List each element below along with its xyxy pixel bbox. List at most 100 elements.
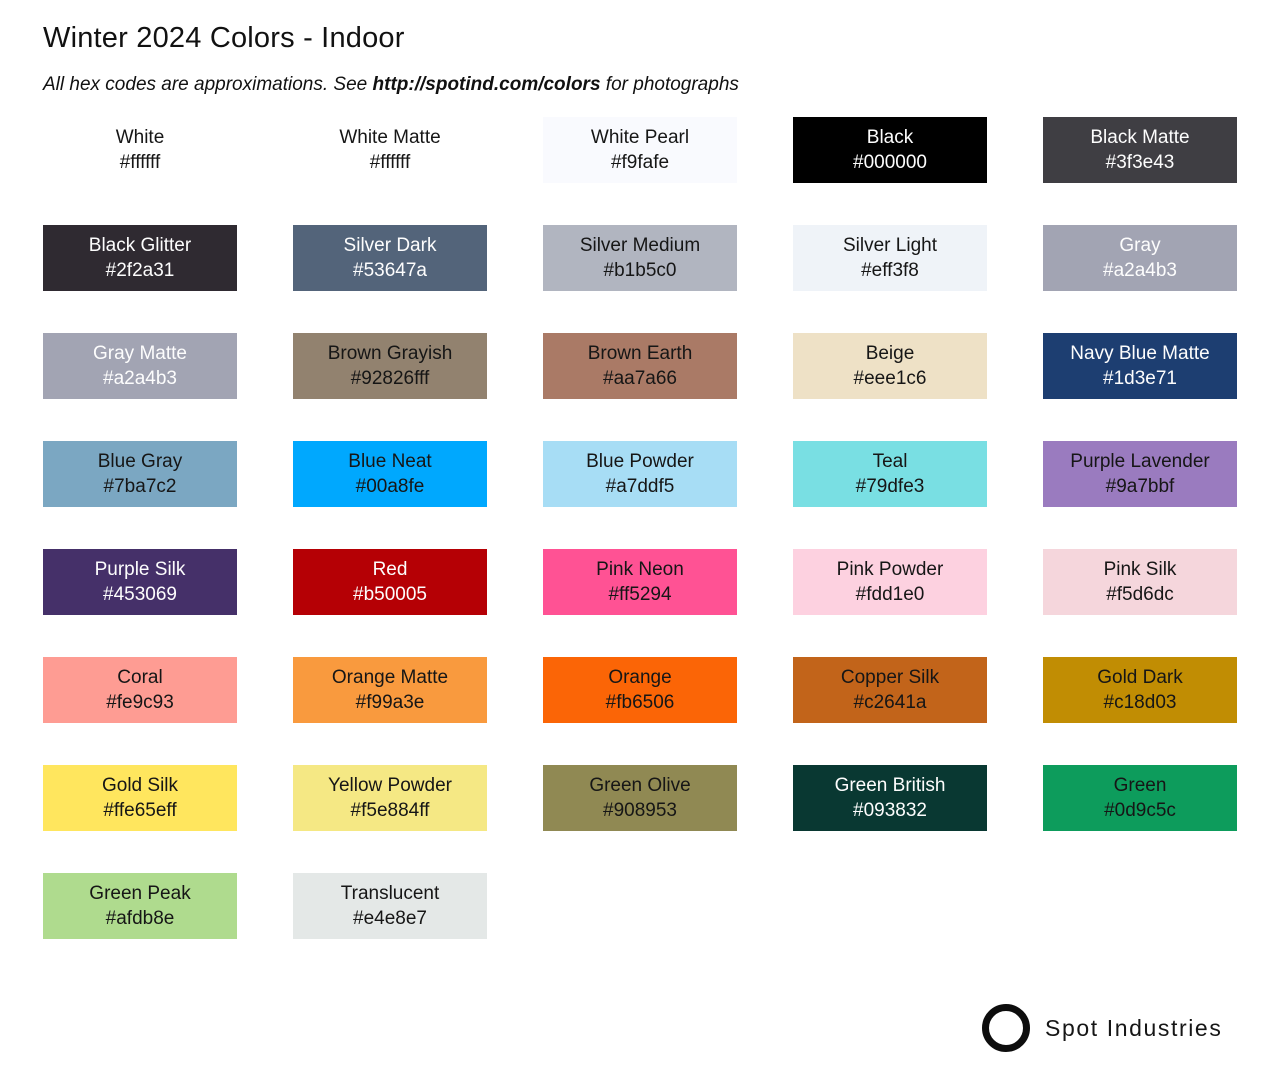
color-swatch: Purple Silk #453069 xyxy=(43,549,237,615)
swatch-name: Silver Dark xyxy=(343,235,437,256)
swatch-hex: #7ba7c2 xyxy=(103,476,177,497)
swatch-hex: #c18d03 xyxy=(1103,692,1177,713)
swatch-hex: #ffe65eff xyxy=(103,800,177,821)
color-swatch: Coral #fe9c93 xyxy=(43,657,237,723)
swatch-hex: #c2641a xyxy=(853,692,927,713)
swatch-hex: #b50005 xyxy=(353,584,427,605)
swatch-hex: #b1b5c0 xyxy=(603,260,677,281)
color-swatch: White #ffffff xyxy=(43,117,237,183)
swatch-name: Green xyxy=(1113,775,1167,796)
swatch-name: Silver Medium xyxy=(579,235,701,256)
color-swatch: Brown Earth #aa7a66 xyxy=(543,333,737,399)
color-swatch: Silver Dark #53647a xyxy=(293,225,487,291)
swatch-hex: #ff5294 xyxy=(608,584,672,605)
color-swatch: Orange Matte #f99a3e xyxy=(293,657,487,723)
swatch-hex: #92826fff xyxy=(350,368,430,389)
color-swatch: Translucent #e4e8e7 xyxy=(293,873,487,939)
swatch-name: Blue Powder xyxy=(586,451,694,472)
swatch-hex: #453069 xyxy=(103,584,177,605)
swatch-hex: #ffffff xyxy=(369,152,411,173)
swatch-hex: #3f3e43 xyxy=(1105,152,1175,173)
brand-footer: Spot Industries xyxy=(982,1004,1222,1052)
subtitle-url: http://spotind.com/colors xyxy=(372,74,601,95)
color-swatch: Black Matte #3f3e43 xyxy=(1043,117,1237,183)
swatch-hex: #fb6506 xyxy=(605,692,675,713)
swatch-hex: #a2a4b3 xyxy=(103,368,177,389)
color-swatch: Gold Dark #c18d03 xyxy=(1043,657,1237,723)
swatch-name: Coral xyxy=(117,667,163,688)
color-swatch: Green #0d9c5c xyxy=(1043,765,1237,831)
swatch-hex: #afdb8e xyxy=(105,908,175,929)
swatch-hex: #79dfe3 xyxy=(855,476,925,497)
swatch-name: Translucent xyxy=(340,883,440,904)
swatch-name: Orange Matte xyxy=(331,667,449,688)
swatch-name: Pink Neon xyxy=(596,559,684,580)
swatch-name: Green Olive xyxy=(589,775,691,796)
swatch-name: Blue Gray xyxy=(97,451,183,472)
swatch-grid: White #ffffff White Matte #ffffff White … xyxy=(43,117,1237,939)
color-swatch: Gold Silk #ffe65eff xyxy=(43,765,237,831)
swatch-name: Teal xyxy=(872,451,908,472)
color-swatch: Silver Light #eff3f8 xyxy=(793,225,987,291)
swatch-hex: #fdd1e0 xyxy=(855,584,925,605)
swatch-name: Copper Silk xyxy=(840,667,940,688)
swatch-hex: #1d3e71 xyxy=(1103,368,1177,389)
swatch-hex: #2f2a31 xyxy=(105,260,175,281)
color-swatch: Beige #eee1c6 xyxy=(793,333,987,399)
color-swatch: Blue Powder #a7ddf5 xyxy=(543,441,737,507)
swatch-name: Green British xyxy=(834,775,946,796)
color-sheet: Winter 2024 Colors - Indoor All hex code… xyxy=(43,22,1237,939)
color-swatch: Silver Medium #b1b5c0 xyxy=(543,225,737,291)
color-swatch: Copper Silk #c2641a xyxy=(793,657,987,723)
swatch-name: Navy Blue Matte xyxy=(1070,343,1210,364)
color-swatch: White Pearl #f9fafe xyxy=(543,117,737,183)
swatch-name: Pink Powder xyxy=(836,559,944,580)
color-swatch: Blue Neat #00a8fe xyxy=(293,441,487,507)
swatch-name: Gray xyxy=(1119,235,1161,256)
swatch-name: Blue Neat xyxy=(348,451,432,472)
swatch-name: Black Matte xyxy=(1090,127,1190,148)
swatch-hex: #aa7a66 xyxy=(603,368,677,389)
swatch-name: Gray Matte xyxy=(93,343,187,364)
color-swatch: White Matte #ffffff xyxy=(293,117,487,183)
swatch-name: Gold Dark xyxy=(1097,667,1183,688)
swatch-name: Black xyxy=(866,127,914,148)
color-swatch: Purple Lavender #9a7bbf xyxy=(1043,441,1237,507)
color-swatch: Green Peak #afdb8e xyxy=(43,873,237,939)
brand-name: Spot Industries xyxy=(1045,1014,1223,1041)
page-title: Winter 2024 Colors - Indoor xyxy=(43,22,405,54)
subtitle-suffix: for photographs xyxy=(600,74,739,95)
swatch-hex: #ffffff xyxy=(119,152,161,173)
swatch-name: Purple Silk xyxy=(94,559,186,580)
swatch-name: Red xyxy=(372,559,408,580)
swatch-hex: #f5e884ff xyxy=(350,800,430,821)
swatch-name: Brown Earth xyxy=(587,343,693,364)
subtitle: All hex codes are approximations. See ht… xyxy=(43,55,1237,96)
swatch-hex: #eff3f8 xyxy=(861,260,919,281)
swatch-hex: #0d9c5c xyxy=(1104,800,1176,821)
color-swatch: Green British #093832 xyxy=(793,765,987,831)
swatch-name: Pink Silk xyxy=(1103,559,1177,580)
swatch-hex: #9a7bbf xyxy=(1105,476,1175,497)
color-swatch: Green Olive #908953 xyxy=(543,765,737,831)
circle-ring-icon xyxy=(982,1004,1030,1052)
swatch-name: Silver Light xyxy=(843,235,937,256)
swatch-name: White Matte xyxy=(339,127,441,148)
color-swatch: Black #000000 xyxy=(793,117,987,183)
color-swatch: Navy Blue Matte #1d3e71 xyxy=(1043,333,1237,399)
swatch-hex: #a2a4b3 xyxy=(1103,260,1177,281)
swatch-hex: #eee1c6 xyxy=(853,368,927,389)
swatch-name: Yellow Powder xyxy=(328,775,452,796)
swatch-hex: #000000 xyxy=(853,152,927,173)
swatch-name: White xyxy=(115,127,165,148)
color-swatch: Pink Powder #fdd1e0 xyxy=(793,549,987,615)
swatch-hex: #f5d6dc xyxy=(1106,584,1174,605)
swatch-hex: #f9fafe xyxy=(610,152,670,173)
swatch-hex: #53647a xyxy=(353,260,427,281)
swatch-hex: #e4e8e7 xyxy=(353,908,427,929)
swatch-name: Green Peak xyxy=(89,883,191,904)
color-swatch: Brown Grayish #92826fff xyxy=(293,333,487,399)
color-swatch: Orange #fb6506 xyxy=(543,657,737,723)
swatch-hex: #00a8fe xyxy=(355,476,425,497)
color-swatch: Gray #a2a4b3 xyxy=(1043,225,1237,291)
